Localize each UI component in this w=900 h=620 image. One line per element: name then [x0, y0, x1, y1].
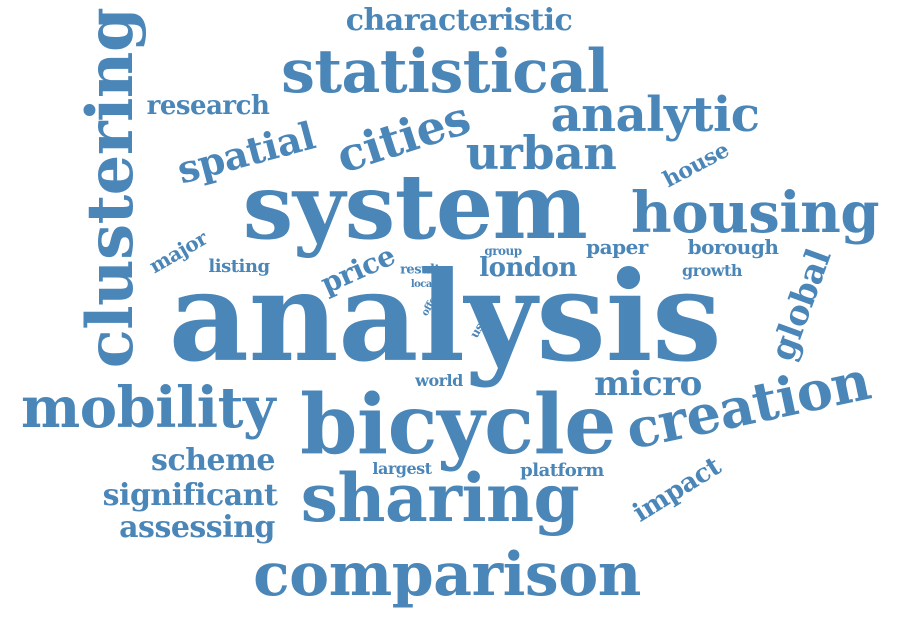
- word-growth: growth: [681, 261, 743, 280]
- word-group: group: [484, 244, 522, 258]
- word-listing: listing: [208, 256, 270, 277]
- word-analytic: analytic: [550, 87, 760, 143]
- word-system: system: [242, 154, 588, 260]
- word-local: local: [410, 279, 436, 290]
- word-world: world: [415, 371, 463, 390]
- word-statistical: statistical: [281, 37, 609, 107]
- word-characteristic: characteristic: [345, 3, 573, 38]
- word-borough: borough: [687, 235, 779, 259]
- word-housing: housing: [631, 180, 879, 246]
- word-bicycle: bicycle: [300, 377, 616, 473]
- word-comparison: comparison: [253, 540, 641, 610]
- word-clustering: clustering: [73, 7, 148, 369]
- word-analysis: analysis: [168, 245, 722, 390]
- word-significant: significant: [102, 478, 278, 513]
- word-sharing: sharing: [300, 459, 580, 537]
- word-result: result: [400, 262, 440, 278]
- word-global: global: [762, 244, 840, 366]
- word-research: research: [146, 91, 270, 121]
- word-micro: micro: [594, 364, 702, 404]
- word-paper: paper: [586, 235, 648, 259]
- word-scheme: scheme: [151, 443, 275, 478]
- word-platform: platform: [520, 460, 604, 481]
- word-urban: urban: [465, 126, 617, 180]
- word-london: london: [479, 253, 577, 283]
- word-impact: impact: [627, 451, 727, 529]
- word-assessing: assessing: [119, 510, 275, 545]
- word-mobility: mobility: [21, 375, 276, 441]
- word-largest: largest: [372, 459, 432, 478]
